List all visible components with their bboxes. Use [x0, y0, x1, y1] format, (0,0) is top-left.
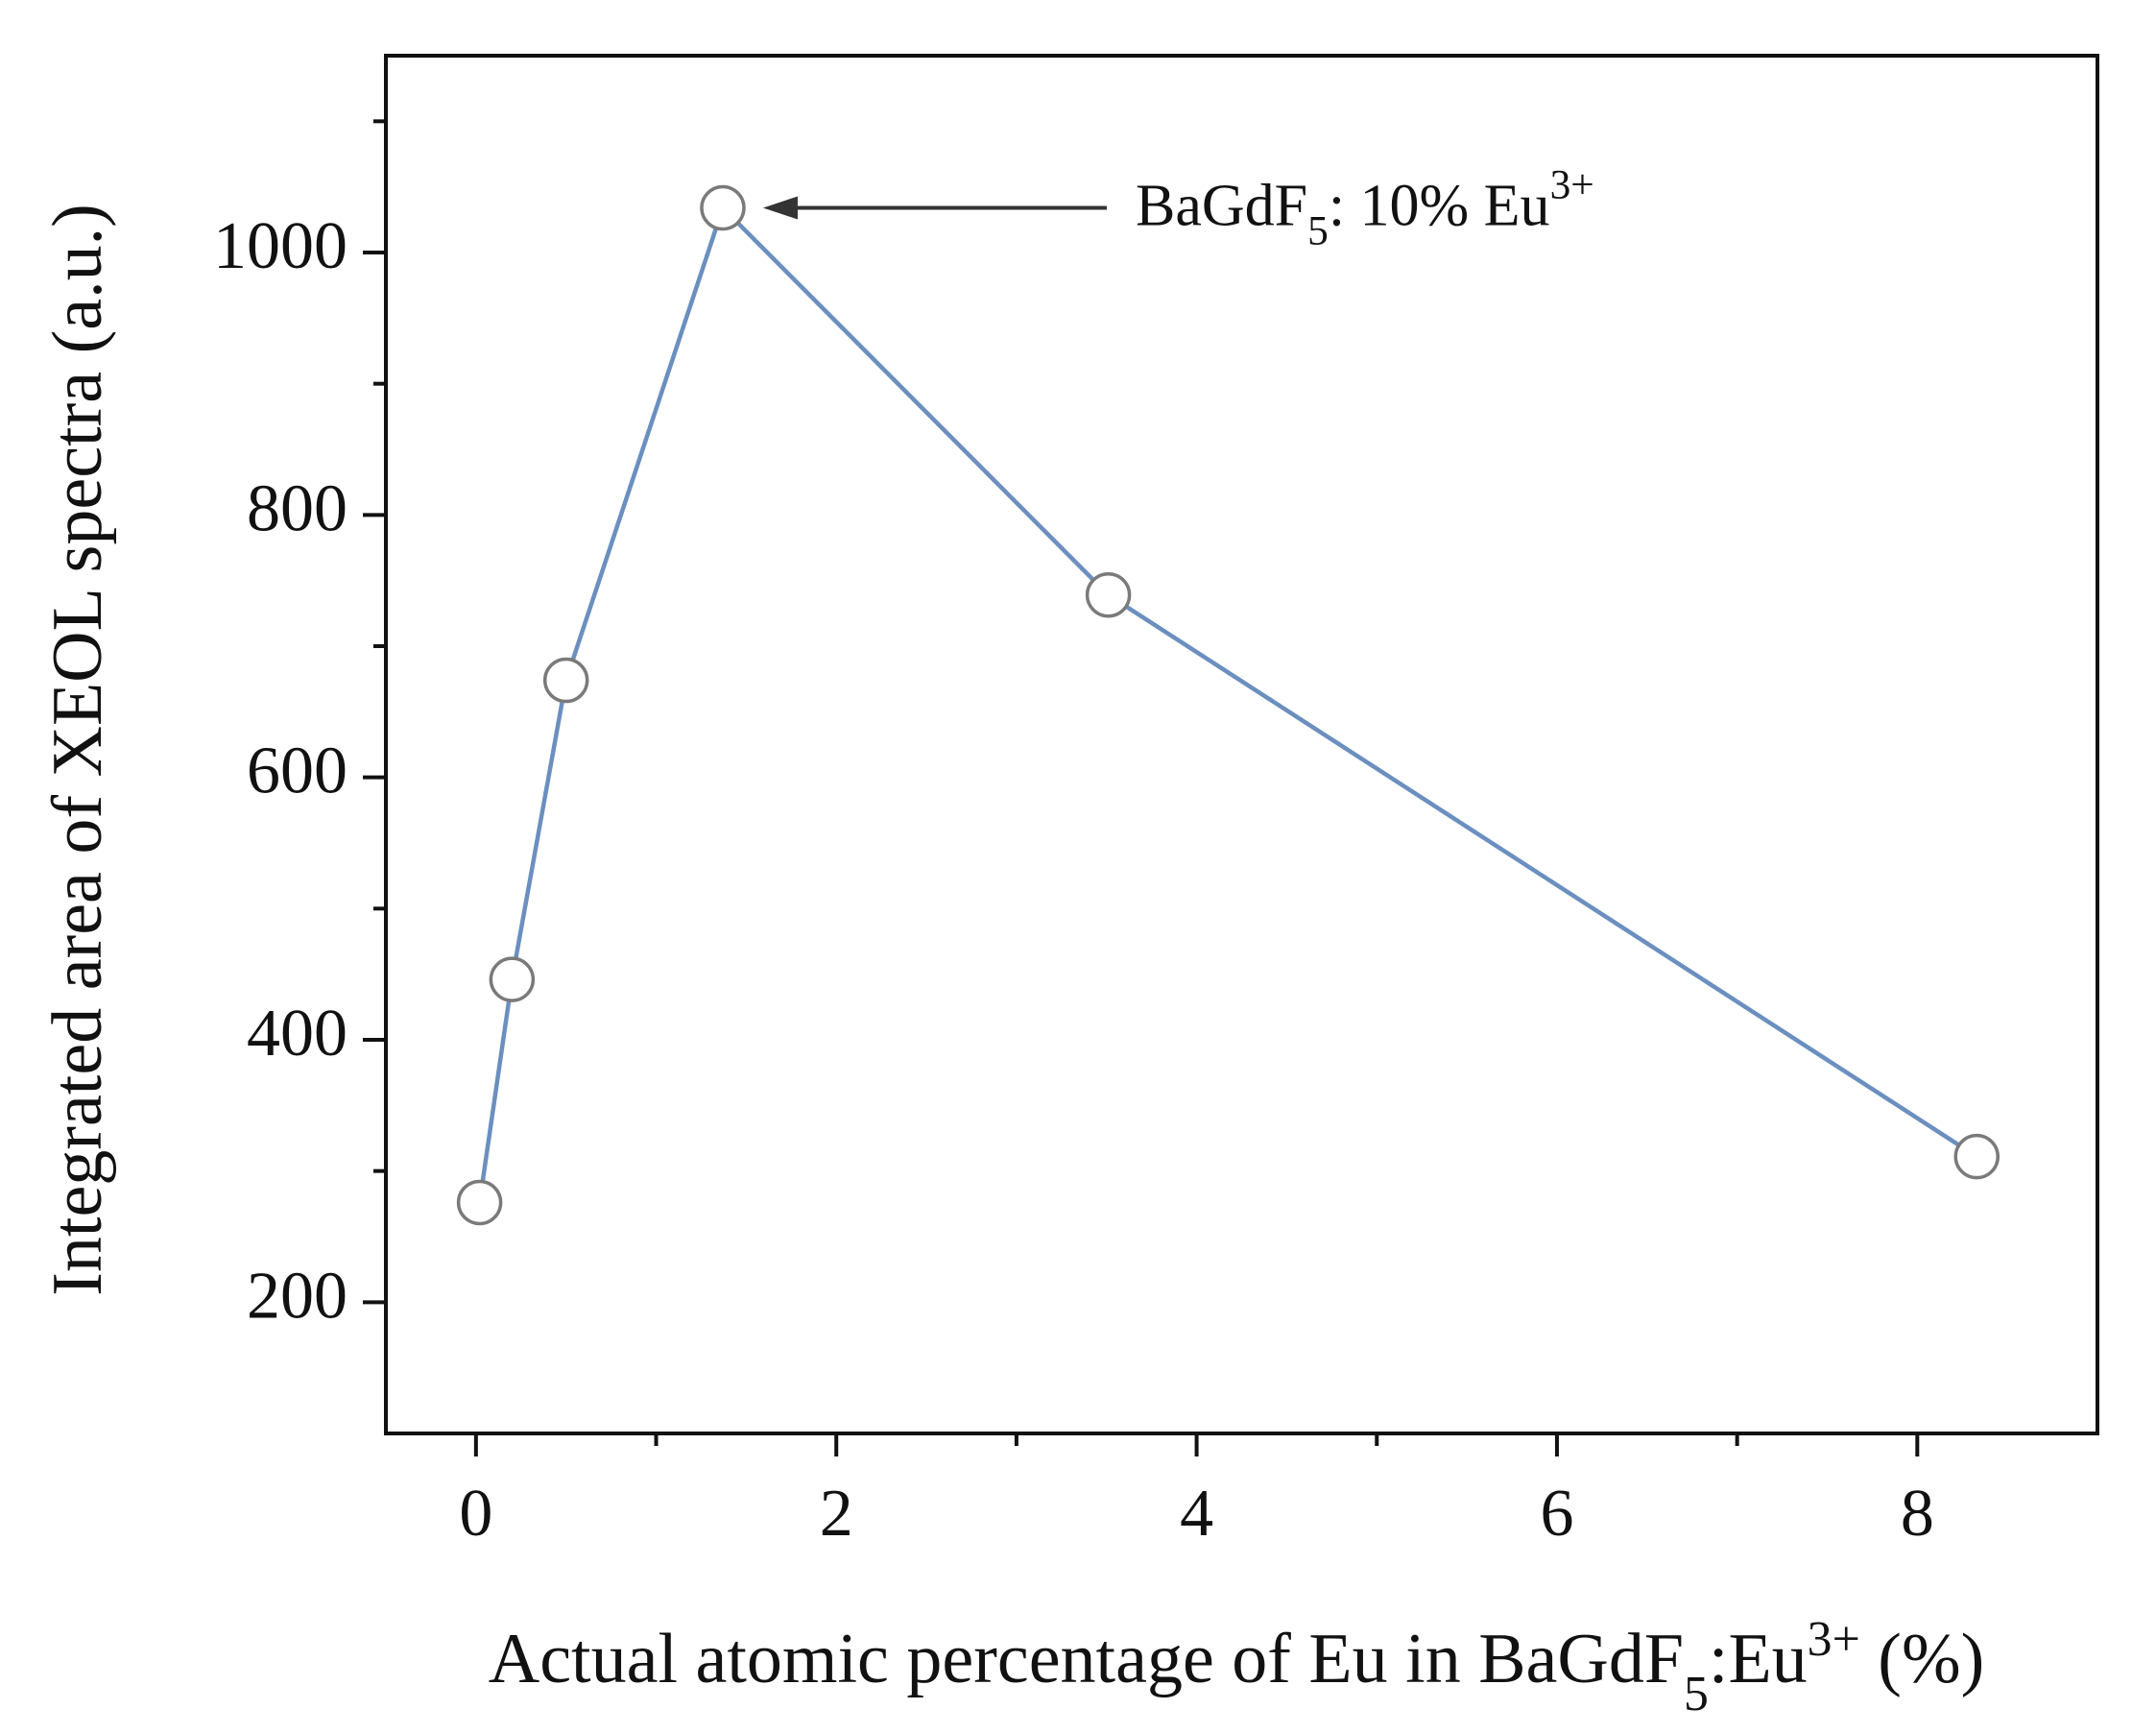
data-point — [456, 1179, 503, 1226]
series-line — [477, 204, 1978, 1203]
data-point — [1953, 1133, 2000, 1180]
text-part: :Eu — [1709, 1620, 1808, 1698]
data-point — [542, 657, 589, 704]
y-axis-label: Integrated area of XEOL spectra (a.u.) — [38, 204, 117, 1295]
y-tick-label: 400 — [247, 997, 347, 1071]
text-part: 3+ — [1550, 161, 1594, 207]
x-tick-label: 4 — [1180, 1477, 1213, 1551]
text-part: 5 — [1307, 207, 1329, 253]
axes-layer: 0 2 4 6 8 200 400 600 800 1000 — [213, 119, 1934, 1551]
data-point — [1085, 571, 1132, 618]
x-axis-label: Actual atomic percentage of Eu in BaGdF5… — [489, 1612, 1984, 1721]
x-tick-label: 0 — [459, 1477, 492, 1551]
y-tick-label: 600 — [247, 734, 347, 808]
text-part: 5 — [1684, 1667, 1709, 1721]
y-tick-label: 1000 — [213, 209, 347, 283]
plot-frame — [384, 54, 2099, 1435]
y-tick-label: 800 — [247, 471, 347, 545]
data-layer — [456, 184, 2000, 1226]
x-tick-label: 6 — [1540, 1477, 1573, 1551]
text-part: (%) — [1860, 1620, 1984, 1698]
text-part: 3+ — [1808, 1612, 1860, 1667]
x-tick-label: 2 — [820, 1477, 853, 1551]
annotation-arrowhead — [762, 196, 798, 220]
data-point — [700, 184, 746, 231]
x-tick-label: 8 — [1901, 1477, 1934, 1551]
data-point — [489, 956, 536, 1002]
text-part: Actual atomic percentage of Eu in BaGdF — [489, 1620, 1684, 1698]
y-tick-label: 200 — [247, 1259, 347, 1333]
text-part: : 10% Eu — [1329, 174, 1550, 239]
annotation: BaGdF5: 10% Eu3+ — [1136, 161, 1594, 253]
text-part: BaGdF — [1136, 174, 1307, 239]
